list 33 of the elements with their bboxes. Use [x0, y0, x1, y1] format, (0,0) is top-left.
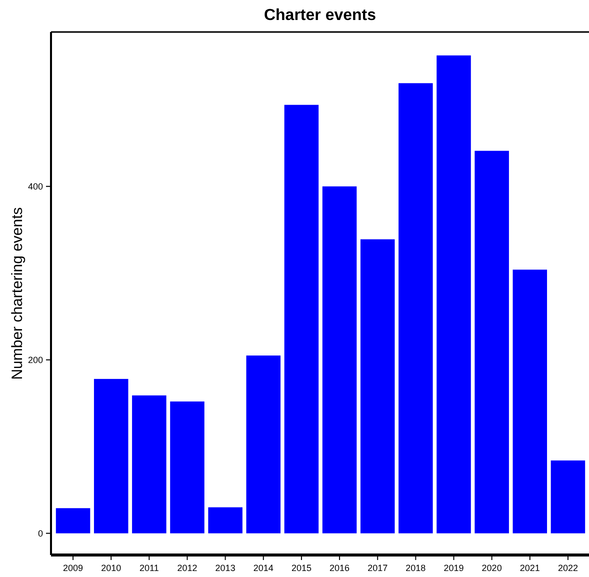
- x-tick-label: 2014: [253, 563, 274, 573]
- bar: [550, 460, 586, 534]
- bar: [284, 104, 319, 534]
- bar: [436, 55, 471, 534]
- x-tick-label: 2010: [101, 563, 122, 573]
- bar: [360, 239, 395, 534]
- bar: [322, 186, 357, 534]
- bar: [474, 150, 509, 534]
- x-tick-label: 2020: [482, 563, 502, 573]
- bar: [246, 356, 281, 534]
- x-tick-label: 2009: [63, 563, 84, 573]
- x-tick-label: 2016: [330, 563, 350, 573]
- x-tick-label: 2022: [558, 563, 578, 573]
- x-tick-label: 2011: [140, 563, 159, 573]
- x-tick-label: 2012: [177, 563, 198, 573]
- bar: [170, 401, 204, 534]
- bar: [132, 395, 166, 534]
- y-axis-title: Number chartering events: [9, 207, 26, 380]
- y-tick-label: 200: [28, 355, 43, 365]
- x-tick-label: 2017: [368, 563, 388, 573]
- x-tick-label: 2019: [444, 563, 464, 573]
- bar: [512, 270, 548, 534]
- bar: [94, 378, 128, 534]
- x-tick-label: 2021: [520, 563, 540, 573]
- bar: [56, 508, 90, 534]
- y-tick-label: 400: [28, 182, 43, 192]
- x-tick-label: 2015: [291, 563, 312, 573]
- chart-title: Charter events: [264, 7, 376, 24]
- y-tick-label: 0: [38, 528, 43, 538]
- x-tick-label: 2018: [406, 563, 426, 573]
- bar: [398, 83, 433, 534]
- bar: [208, 507, 242, 534]
- x-tick-label: 2013: [215, 563, 236, 573]
